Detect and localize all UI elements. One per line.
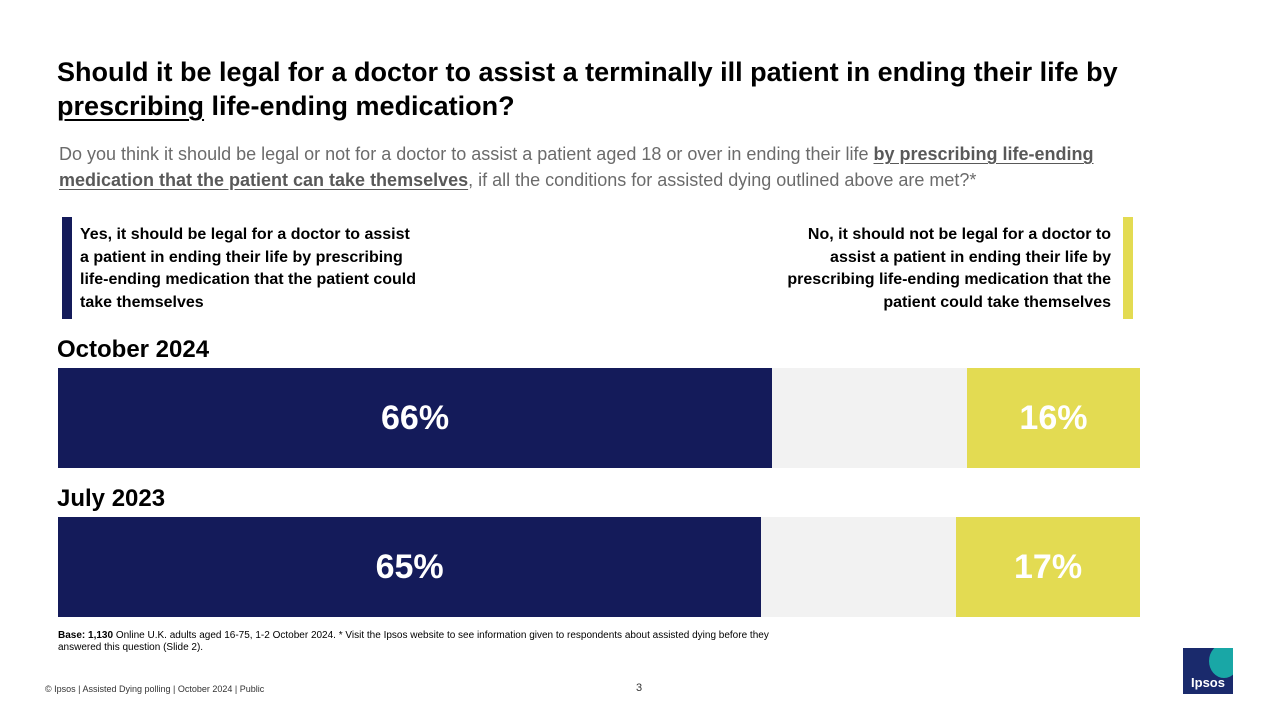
- question-text: Do you think it should be legal or not f…: [59, 144, 1094, 190]
- base-note: Base: 1,130 Online U.K. adults aged 16-7…: [58, 630, 769, 653]
- bar-row: 65% 17%: [58, 517, 1140, 617]
- question-underlined-text: by prescribing life-ending medication th…: [59, 144, 1094, 190]
- bar-segment-yes: 66%: [58, 368, 773, 468]
- slide-title: Should it be legal for a doctor to assis…: [57, 57, 1118, 121]
- logo-accent-shape: [1209, 648, 1233, 678]
- ipsos-logo: Ipsos: [1183, 648, 1233, 694]
- bar-category-label: October 2024: [57, 336, 210, 363]
- bar-row: 66% 16%: [58, 368, 1140, 468]
- logo-text: Ipsos: [1191, 675, 1225, 690]
- legend-yes: Yes, it should be legal for a doctor to …: [62, 217, 422, 319]
- footer-text: © Ipsos | Assisted Dying polling | Octob…: [45, 684, 265, 694]
- bar-segment-no: 17%: [956, 517, 1140, 617]
- bar-category-label: July 2023: [57, 485, 166, 512]
- bar-segment-yes: 65%: [58, 517, 762, 617]
- page-number: 3: [636, 682, 643, 694]
- legend-no: No, it should not be legal for a doctor …: [760, 217, 1133, 319]
- bar-segment-no: 16%: [966, 368, 1140, 468]
- title-underlined-word: prescribing: [57, 91, 205, 121]
